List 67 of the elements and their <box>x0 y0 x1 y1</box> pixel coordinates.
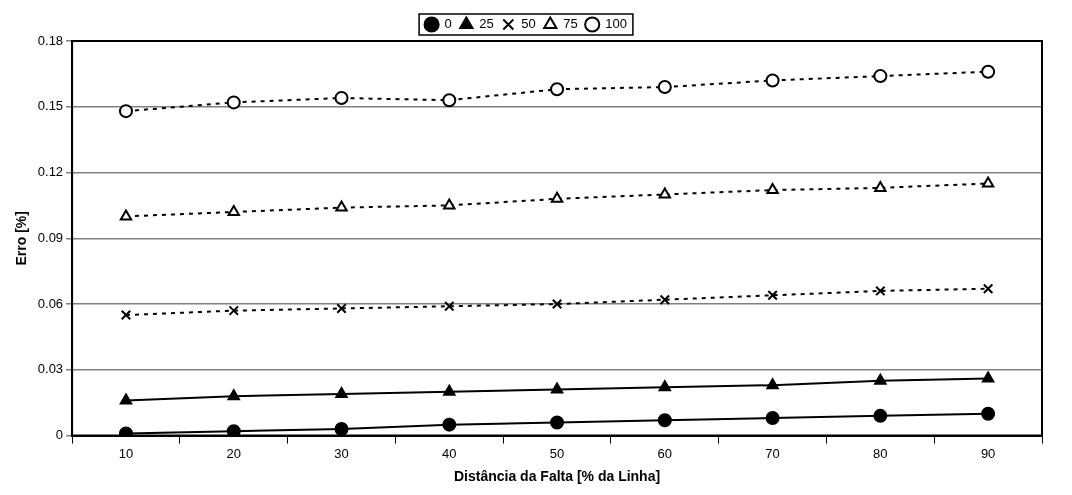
point <box>874 180 887 192</box>
point <box>228 305 239 316</box>
point <box>981 371 995 383</box>
point <box>444 301 455 312</box>
point <box>981 176 995 188</box>
point <box>551 298 563 310</box>
x-tick-label: 90 <box>980 445 996 461</box>
point <box>550 382 564 394</box>
y-tick-label: 0.06 <box>37 295 64 311</box>
x-tick-label: 40 <box>442 445 457 461</box>
point <box>875 285 886 297</box>
point <box>336 303 347 314</box>
y-tick-label: 0.15 <box>37 98 64 114</box>
point <box>119 393 133 405</box>
point <box>659 294 671 305</box>
legend-label: 0 <box>444 16 452 32</box>
x-tick-label: 10 <box>118 445 134 461</box>
point <box>658 187 672 199</box>
point <box>550 191 564 203</box>
point <box>335 200 348 212</box>
point <box>767 290 778 301</box>
x-tick-label: 50 <box>549 445 565 461</box>
point <box>873 69 888 84</box>
legend-label: 100 <box>605 16 627 32</box>
legend-label: 50 <box>521 16 536 32</box>
y-axis-title: Erro [%] <box>13 211 30 266</box>
x-tick-label: 80 <box>873 445 888 461</box>
point <box>227 389 240 401</box>
point <box>765 73 780 88</box>
point <box>119 209 133 221</box>
x-tick-label: 60 <box>657 445 673 461</box>
point <box>226 95 241 110</box>
point <box>873 408 888 423</box>
point <box>118 104 133 119</box>
point <box>227 204 240 216</box>
point <box>442 93 457 108</box>
point <box>657 413 672 428</box>
point <box>442 417 457 432</box>
point <box>982 283 994 294</box>
point <box>226 424 241 436</box>
point <box>874 373 887 385</box>
point <box>766 183 779 195</box>
point <box>765 411 780 426</box>
x-axis-title: Distância da Falta [% da Linha] <box>453 468 661 485</box>
point <box>766 378 779 390</box>
point <box>981 406 996 421</box>
y-tick-label: 0.18 <box>37 32 64 48</box>
point <box>335 386 348 398</box>
point <box>443 384 456 396</box>
point <box>443 198 456 210</box>
point <box>334 91 349 105</box>
point <box>550 415 565 430</box>
y-tick-label: 0 <box>55 427 64 443</box>
x-tick-label: 70 <box>765 445 780 461</box>
legend-label: 75 <box>563 16 578 32</box>
y-tick-label: 0.12 <box>37 164 64 180</box>
x-tick-label: 30 <box>334 445 349 461</box>
point <box>658 380 672 392</box>
y-tick-label: 0.03 <box>37 361 64 377</box>
point <box>334 422 349 436</box>
point <box>981 64 996 79</box>
point <box>657 80 672 95</box>
point <box>120 309 132 321</box>
y-tick-label: 0.09 <box>37 229 64 245</box>
legend-label: 25 <box>479 16 494 32</box>
x-tick-label: 20 <box>226 445 241 461</box>
point <box>550 82 565 97</box>
